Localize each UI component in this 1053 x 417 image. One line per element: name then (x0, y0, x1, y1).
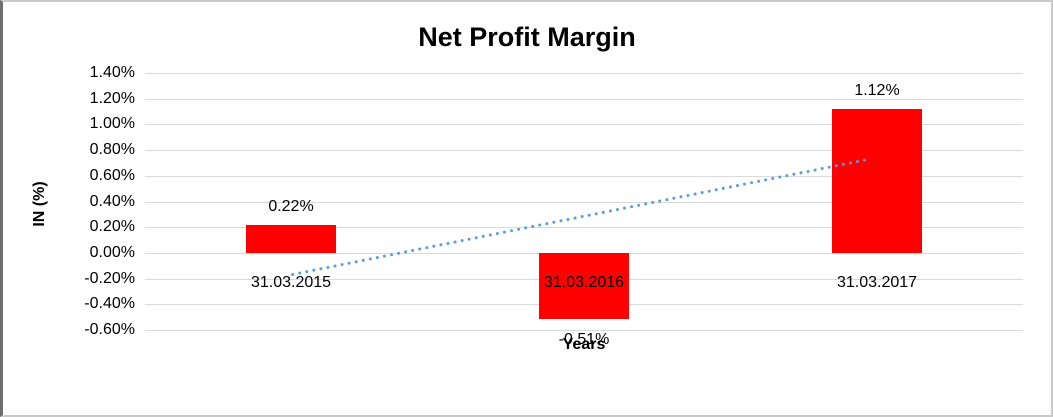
y-tick-label: 0.40% (89, 193, 135, 210)
category-label: 31.03.2016 (543, 274, 625, 291)
category-label: 31.03.2015 (250, 274, 332, 291)
gridline (145, 330, 1023, 331)
chart-title: Net Profit Margin (418, 22, 636, 52)
gridline (145, 176, 1023, 177)
y-tick-label: -0.60% (84, 321, 135, 338)
bar-31.03.2016 (539, 253, 629, 319)
category-label: 31.03.2017 (836, 274, 918, 291)
y-tick-label: 0.80% (89, 141, 135, 158)
gridline (145, 227, 1023, 228)
gridline (145, 202, 1023, 203)
y-tick-label: 1.20% (89, 90, 135, 107)
y-tick-label: 0.20% (89, 218, 135, 235)
bar-data-label: 1.12% (854, 82, 900, 99)
gridline (145, 150, 1023, 151)
bar-data-label: -0.51% (558, 331, 610, 348)
plot-area (145, 73, 1023, 331)
gridline (145, 124, 1023, 125)
y-tick-label: 1.00% (89, 115, 135, 132)
y-tick-label: 0.60% (89, 167, 135, 184)
y-tick-label: 1.40% (89, 64, 135, 81)
gridline (145, 73, 1023, 74)
bar-data-label: 0.22% (268, 198, 314, 215)
y-tick-label: -0.20% (84, 270, 135, 287)
trendline (291, 157, 870, 277)
y-tick-label: -0.40% (84, 295, 135, 312)
bar-31.03.2015 (246, 225, 336, 253)
gridline (145, 99, 1023, 100)
y-tick-label: 0.00% (89, 244, 135, 261)
bar-31.03.2017 (832, 109, 922, 253)
x-axis-title: Years (562, 336, 606, 353)
